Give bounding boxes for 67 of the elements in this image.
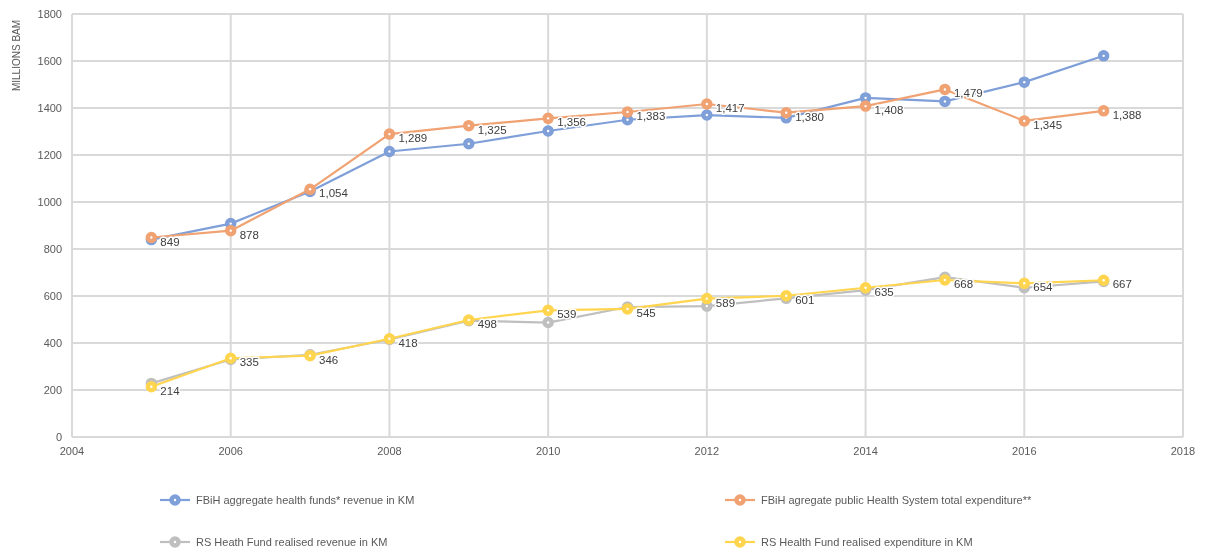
point	[701, 292, 713, 305]
x-tick-label: 2004	[59, 445, 85, 457]
data-label: 1,356	[557, 116, 586, 129]
data-label: 498	[477, 317, 497, 330]
x-tick-label: 2016	[1012, 445, 1037, 457]
x-tick-label: 2014	[853, 445, 878, 457]
legend-label: FBiH aggregate health funds* revenue in KM	[196, 493, 415, 506]
point	[939, 83, 951, 96]
point	[621, 106, 634, 118]
point	[701, 109, 713, 121]
data-label: 545	[636, 306, 656, 319]
y-tick-label: 1600	[37, 54, 62, 67]
point	[1018, 277, 1031, 290]
legend-label: FBiH agregate public Health System total expenditure**	[761, 493, 1032, 506]
point	[1097, 105, 1110, 117]
point	[1097, 50, 1110, 62]
data-label: 589	[715, 296, 736, 309]
data-label: 1,388	[1112, 108, 1142, 121]
data-label: 1,325	[477, 123, 507, 136]
point	[383, 145, 396, 158]
data-label: 667	[1112, 278, 1132, 291]
point	[939, 95, 951, 108]
data-label: 1,289	[398, 132, 428, 145]
y-tick-label: 1000	[37, 195, 62, 208]
y-tick-label: 1200	[37, 148, 62, 161]
data-label: 1,380	[795, 110, 824, 123]
point	[859, 100, 872, 112]
y-tick-label: 1800	[37, 7, 62, 20]
point	[383, 128, 396, 140]
point	[1018, 76, 1031, 88]
point	[224, 224, 237, 237]
data-label: 1,345	[1033, 118, 1063, 131]
data-label: 418	[398, 336, 418, 349]
y-tick-label: 0	[55, 430, 62, 443]
data-label: 539	[557, 308, 577, 321]
data-label: 601	[795, 293, 815, 306]
point	[542, 125, 554, 137]
y-axis-title: MILLIONS BAM	[11, 19, 22, 92]
y-tick-label: 1400	[37, 101, 62, 114]
y-tick-label: 800	[43, 242, 62, 255]
data-label: 654	[1033, 281, 1054, 294]
x-tick-label: 2012	[694, 445, 720, 457]
data-label: 635	[874, 285, 894, 298]
point	[780, 106, 792, 119]
legend-label: RS Heath Fund realised revenue in KM	[196, 535, 388, 548]
data-label: 335	[239, 356, 259, 369]
point	[1018, 115, 1031, 127]
data-label: 1,408	[874, 104, 904, 117]
point	[701, 98, 713, 110]
data-label: 849	[160, 235, 180, 248]
data-label: 214	[160, 384, 181, 397]
x-tick-label: 2018	[1170, 445, 1196, 457]
y-tick-label: 200	[43, 383, 62, 396]
point	[463, 119, 475, 132]
data-label: 1,054	[319, 187, 349, 200]
point	[542, 112, 554, 125]
y-tick-label: 600	[43, 289, 62, 302]
x-tick-label: 2010	[535, 445, 561, 457]
point	[463, 137, 475, 150]
data-label: 346	[319, 353, 339, 366]
x-tick-label: 2008	[377, 445, 402, 457]
data-label: 878	[239, 228, 259, 241]
legend-label: RS Health Fund realised expenditure in KM	[761, 535, 973, 548]
y-tick-label: 400	[43, 336, 62, 349]
x-tick-label: 2006	[218, 445, 243, 457]
point	[542, 304, 554, 317]
point	[542, 316, 554, 329]
